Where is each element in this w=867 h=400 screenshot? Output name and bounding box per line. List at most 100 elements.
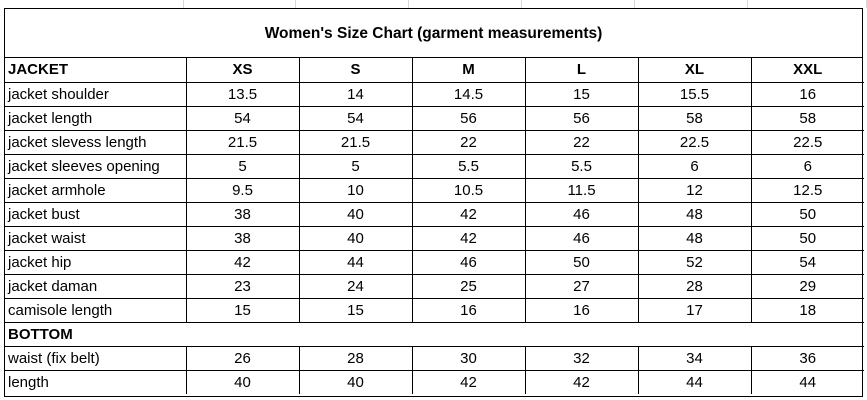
measurement-value: 44 bbox=[750, 370, 864, 394]
bottom-header-row: BOTTOM bbox=[5, 322, 864, 347]
measurement-value: 16 bbox=[750, 82, 864, 107]
measurement-value: 38 bbox=[185, 226, 300, 251]
size-header-s: S bbox=[298, 58, 413, 83]
measurement-value: 16 bbox=[411, 298, 526, 323]
measurement-name: jacket waist bbox=[5, 226, 187, 251]
table-row: length 40 40 42 42 44 44 bbox=[5, 370, 864, 394]
measurement-value: 32 bbox=[524, 346, 639, 371]
table-row: jacket shoulder 13.5 14 14.5 15 15.5 16 bbox=[5, 82, 864, 107]
measurement-value: 13.5 bbox=[185, 82, 300, 107]
chart-title-row: Women's Size Chart (garment measurements… bbox=[5, 9, 862, 58]
table-row: waist (fix belt) 26 28 30 32 34 36 bbox=[5, 346, 864, 371]
measurement-value: 54 bbox=[750, 250, 864, 275]
measurement-value: 22 bbox=[524, 130, 639, 155]
measurement-name: jacket length bbox=[5, 106, 187, 131]
measurement-value: 44 bbox=[637, 370, 752, 394]
measurement-value: 23 bbox=[185, 274, 300, 299]
sheet-gridline-strip bbox=[0, 0, 867, 8]
measurement-value: 42 bbox=[185, 250, 300, 275]
measurement-value: 18 bbox=[750, 298, 864, 323]
measurement-value: 52 bbox=[637, 250, 752, 275]
measurement-value: 12.5 bbox=[750, 178, 864, 203]
measurement-name: camisole length bbox=[5, 298, 187, 323]
measurement-value: 28 bbox=[298, 346, 413, 371]
measurement-value: 54 bbox=[185, 106, 300, 131]
measurement-value: 21.5 bbox=[298, 130, 413, 155]
measurement-value: 24 bbox=[298, 274, 413, 299]
measurement-value: 12 bbox=[637, 178, 752, 203]
measurement-value: 10.5 bbox=[411, 178, 526, 203]
measurement-name: jacket daman bbox=[5, 274, 187, 299]
table-row: jacket length 54 54 56 56 58 58 bbox=[5, 106, 864, 131]
size-header-xxl: XXL bbox=[750, 58, 864, 83]
chart-title: Women's Size Chart (garment measurements… bbox=[264, 25, 603, 42]
size-header-xl: XL bbox=[637, 58, 752, 83]
measurement-value: 22 bbox=[411, 130, 526, 155]
measurement-value: 56 bbox=[524, 106, 639, 131]
measurement-value: 9.5 bbox=[185, 178, 300, 203]
size-table-body: JACKET XS S M L XL XXL jacket shoulder 13… bbox=[5, 58, 864, 394]
measurement-value: 44 bbox=[298, 250, 413, 275]
measurement-value: 36 bbox=[750, 346, 864, 371]
measurement-name: jacket sleeves opening bbox=[5, 154, 187, 179]
measurement-value: 26 bbox=[185, 346, 300, 371]
jacket-header-row: JACKET XS S M L XL XXL bbox=[5, 58, 864, 83]
measurement-value: 15 bbox=[298, 298, 413, 323]
table-row: jacket waist 38 40 42 46 48 50 bbox=[5, 226, 864, 251]
measurement-name: waist (fix belt) bbox=[5, 346, 187, 371]
measurement-name: jacket shoulder bbox=[5, 82, 187, 107]
size-header-xs: XS bbox=[185, 58, 300, 83]
measurement-value: 50 bbox=[750, 226, 864, 251]
measurement-value: 25 bbox=[411, 274, 526, 299]
bottom-section-label: BOTTOM bbox=[5, 322, 186, 347]
measurement-name: jacket hip bbox=[5, 250, 187, 275]
empty-cell bbox=[751, 322, 864, 347]
measurement-name: jacket slevess length bbox=[5, 130, 187, 155]
measurement-value: 40 bbox=[298, 370, 413, 394]
measurement-value: 5 bbox=[298, 154, 413, 179]
empty-cell bbox=[412, 322, 525, 347]
size-header-m: M bbox=[411, 58, 526, 83]
table-row: camisole length 15 15 16 16 17 18 bbox=[5, 298, 864, 323]
measurement-value: 22.5 bbox=[637, 130, 752, 155]
measurement-value: 40 bbox=[185, 370, 300, 394]
measurement-value: 40 bbox=[298, 202, 413, 227]
measurement-value: 6 bbox=[637, 154, 752, 179]
measurement-value: 6 bbox=[750, 154, 864, 179]
measurement-value: 46 bbox=[411, 250, 526, 275]
measurement-value: 22.5 bbox=[750, 130, 864, 155]
measurement-name: length bbox=[5, 370, 187, 394]
table-row: jacket bust 38 40 42 46 48 50 bbox=[5, 202, 864, 227]
measurement-value: 16 bbox=[524, 298, 639, 323]
measurement-value: 14 bbox=[298, 82, 413, 107]
empty-cell bbox=[638, 322, 751, 347]
table-row: jacket slevess length 21.5 21.5 22 22 22.5 22.… bbox=[5, 130, 864, 155]
measurement-value: 5.5 bbox=[411, 154, 526, 179]
size-header-l: L bbox=[524, 58, 639, 83]
measurement-value: 11.5 bbox=[524, 178, 639, 203]
measurement-value: 5.5 bbox=[524, 154, 639, 179]
jacket-section-label: JACKET bbox=[5, 58, 187, 83]
measurement-name: jacket bust bbox=[5, 202, 187, 227]
measurement-value: 42 bbox=[411, 226, 526, 251]
table-row: jacket armhole 9.5 10 10.5 11.5 12 12.5 bbox=[5, 178, 864, 203]
measurement-value: 58 bbox=[750, 106, 864, 131]
measurement-name: jacket armhole bbox=[5, 178, 187, 203]
measurement-value: 15 bbox=[185, 298, 300, 323]
measurement-value: 34 bbox=[637, 346, 752, 371]
measurement-value: 40 bbox=[298, 226, 413, 251]
measurement-value: 17 bbox=[637, 298, 752, 323]
measurement-value: 50 bbox=[750, 202, 864, 227]
measurement-value: 46 bbox=[524, 202, 639, 227]
measurement-value: 48 bbox=[637, 226, 752, 251]
table-row: jacket daman 23 24 25 27 28 29 bbox=[5, 274, 864, 299]
measurement-value: 15 bbox=[524, 82, 639, 107]
table-row: jacket sleeves opening 5 5 5.5 5.5 6 6 bbox=[5, 154, 864, 179]
measurement-value: 29 bbox=[750, 274, 864, 299]
measurement-value: 48 bbox=[637, 202, 752, 227]
empty-cell bbox=[525, 322, 638, 347]
measurement-value: 14.5 bbox=[411, 82, 526, 107]
measurement-value: 15.5 bbox=[637, 82, 752, 107]
measurement-value: 38 bbox=[185, 202, 300, 227]
table-row: jacket hip 42 44 46 50 52 54 bbox=[5, 250, 864, 275]
